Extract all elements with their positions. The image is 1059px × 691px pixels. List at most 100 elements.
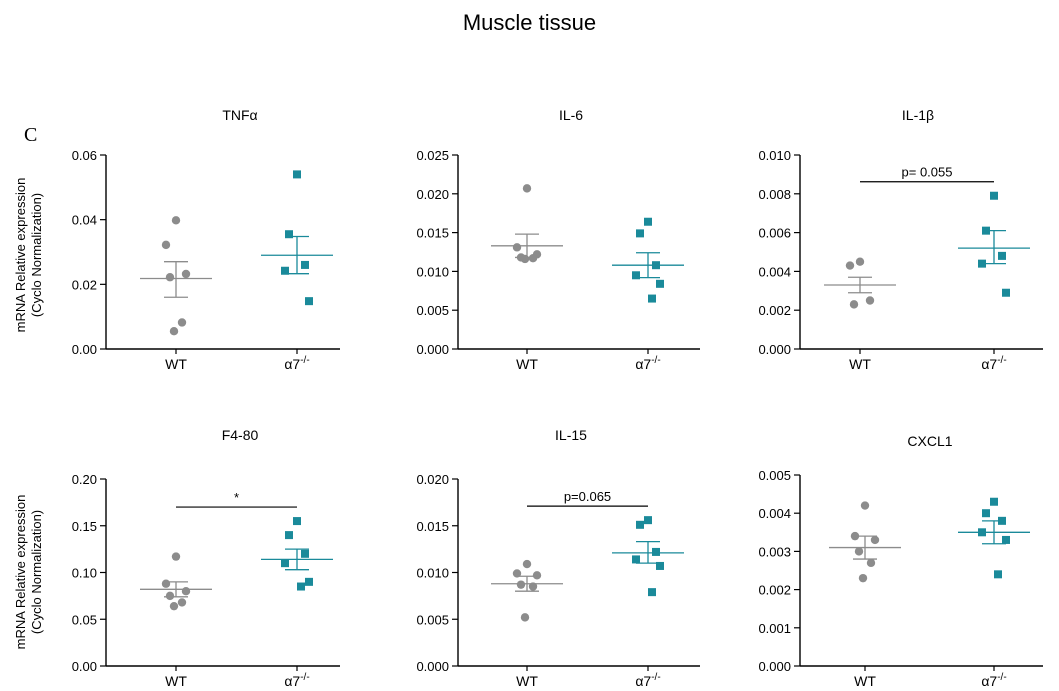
x-tick-label-wt: WT bbox=[516, 673, 538, 689]
y-tick-label: 0.020 bbox=[416, 187, 449, 202]
data-point-ko bbox=[305, 577, 313, 586]
data-point-ko bbox=[990, 497, 998, 506]
data-point-wt bbox=[845, 261, 855, 270]
data-point-ko bbox=[281, 266, 289, 275]
x-tick-label-wt: WT bbox=[849, 356, 871, 372]
y-tick-label: 0.10 bbox=[72, 566, 97, 581]
y-tick-label: 0.025 bbox=[416, 148, 449, 163]
data-point-wt bbox=[858, 573, 868, 583]
chart-title: IL-15 bbox=[555, 427, 587, 443]
data-point-wt bbox=[165, 273, 175, 282]
data-point-ko bbox=[644, 217, 652, 226]
data-point-ko bbox=[982, 509, 990, 518]
chart-title: TNFα bbox=[222, 107, 257, 123]
chart-panel-1: TNFα 0.00 0.02 0.04 0.06 WT α7-/- bbox=[72, 107, 340, 372]
data-point-wt bbox=[181, 269, 191, 279]
figure-title: Muscle tissue bbox=[462, 10, 597, 35]
data-point-ko bbox=[998, 251, 1006, 260]
data-point-wt bbox=[866, 558, 876, 568]
x-tick-label-wt: WT bbox=[516, 356, 538, 372]
data-point-ko bbox=[632, 555, 640, 564]
y-tick-label: 0.05 bbox=[72, 612, 97, 627]
x-tick-label-ko: α7-/- bbox=[635, 672, 660, 689]
data-point-ko bbox=[990, 191, 998, 200]
y-tick-label: 0.000 bbox=[758, 342, 791, 357]
data-point-ko bbox=[293, 517, 301, 526]
y-tick-label: 0.00 bbox=[72, 659, 97, 674]
data-point-ko bbox=[656, 279, 664, 288]
y-tick-label: 0.015 bbox=[416, 226, 449, 241]
data-point-ko bbox=[648, 294, 656, 303]
data-point-ko bbox=[1002, 288, 1010, 297]
chart-title: IL-1β bbox=[902, 107, 934, 123]
data-point-wt bbox=[520, 613, 530, 622]
data-point-wt bbox=[528, 254, 538, 263]
y-tick-label: 0.00 bbox=[72, 342, 97, 357]
data-point-ko bbox=[652, 547, 660, 556]
data-point-ko bbox=[648, 588, 656, 597]
y-tick-label: 0.004 bbox=[758, 506, 791, 521]
y-tick-label: 0.002 bbox=[758, 303, 791, 318]
y-tick-label: 0.003 bbox=[758, 544, 791, 559]
chart-panel-4: F4-80 0.00 0.05 0.10 0.15 0.20 WT α7-/- * bbox=[72, 427, 340, 689]
data-point-wt bbox=[854, 547, 864, 556]
data-point-wt bbox=[512, 569, 522, 578]
chart-panel-2: IL-6 0.000 0.005 0.010 0.015 0.020 0.025 WT α7-/… bbox=[416, 107, 700, 372]
y-tick-label: 0.002 bbox=[758, 583, 791, 598]
data-point-ko bbox=[652, 261, 660, 270]
y-tick-label: 0.005 bbox=[758, 468, 791, 483]
data-point-ko bbox=[301, 260, 309, 269]
significance-label: * bbox=[234, 490, 239, 505]
significance-label: p=0.065 bbox=[564, 489, 611, 504]
y-tick-label: 0.000 bbox=[758, 659, 791, 674]
data-point-wt bbox=[855, 257, 865, 266]
data-point-ko bbox=[632, 271, 640, 280]
data-point-ko bbox=[636, 520, 644, 529]
data-point-wt bbox=[177, 598, 187, 607]
data-point-ko bbox=[644, 516, 652, 525]
y-tick-label: 0.010 bbox=[758, 148, 791, 163]
data-point-wt bbox=[171, 552, 181, 561]
data-point-wt bbox=[161, 240, 171, 250]
y-tick-label: 0.000 bbox=[416, 659, 449, 674]
y-tick-label: 0.04 bbox=[72, 213, 97, 228]
data-point-ko bbox=[297, 582, 305, 591]
data-point-ko bbox=[281, 559, 289, 568]
y-axis-label-row-1: mRNA Relative expression (Cyclo Normaliza… bbox=[13, 178, 44, 333]
y-tick-label: 0.005 bbox=[416, 612, 449, 627]
data-point-wt bbox=[512, 243, 522, 252]
y-axis-label-line1: mRNA Relative expression bbox=[13, 178, 28, 333]
data-point-wt bbox=[181, 587, 191, 596]
data-point-ko bbox=[293, 170, 301, 179]
data-point-ko bbox=[636, 229, 644, 238]
x-tick-label-ko: α7-/- bbox=[981, 355, 1006, 372]
data-point-wt bbox=[177, 318, 187, 327]
data-point-wt bbox=[860, 501, 870, 510]
data-point-ko bbox=[305, 297, 313, 306]
y-tick-label: 0.001 bbox=[758, 621, 791, 636]
data-point-ko bbox=[656, 561, 664, 570]
y-axis-label-line2: (Cyclo Normalization) bbox=[29, 193, 44, 317]
data-point-wt bbox=[165, 591, 175, 601]
data-point-ko bbox=[982, 226, 990, 235]
chart-panel-6: CXCL1 0.000 0.001 0.002 0.003 0.004 0.005 WT α7-… bbox=[758, 433, 1043, 689]
data-point-wt bbox=[849, 300, 859, 309]
data-point-wt bbox=[520, 254, 530, 264]
panel-letter: C bbox=[24, 124, 38, 146]
chart-title: CXCL1 bbox=[907, 433, 952, 449]
y-tick-label: 0.005 bbox=[416, 303, 449, 318]
x-tick-label-ko: α7-/- bbox=[284, 672, 309, 689]
y-tick-label: 0.000 bbox=[416, 342, 449, 357]
y-tick-label: 0.010 bbox=[416, 566, 449, 581]
y-tick-label: 0.004 bbox=[758, 264, 791, 279]
chart-title: IL-6 bbox=[559, 107, 583, 123]
x-tick-label-ko: α7-/- bbox=[981, 672, 1006, 689]
y-tick-label: 0.02 bbox=[72, 277, 97, 292]
data-point-wt bbox=[870, 535, 880, 545]
y-tick-label: 0.010 bbox=[416, 264, 449, 279]
data-point-ko bbox=[285, 531, 293, 540]
data-point-wt bbox=[169, 601, 179, 611]
data-point-ko bbox=[998, 516, 1006, 525]
x-tick-label-wt: WT bbox=[165, 673, 187, 689]
